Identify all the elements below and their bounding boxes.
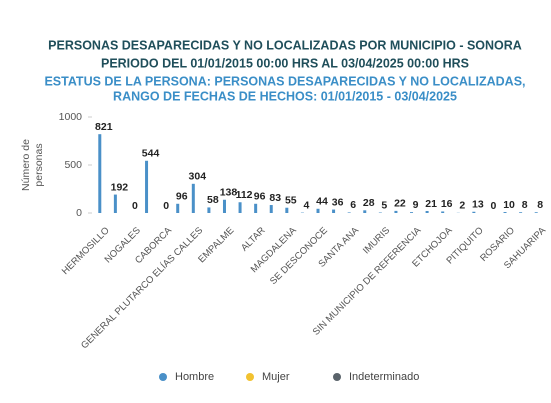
y-tick-label: 500	[64, 159, 82, 171]
bar	[98, 134, 102, 213]
legend-label: Hombre	[175, 371, 214, 383]
bar	[410, 212, 414, 213]
data-label: 96	[254, 191, 266, 203]
data-label: 96	[176, 191, 188, 203]
y-axis-label: Número de	[20, 139, 32, 191]
data-label: 44	[316, 196, 328, 208]
data-label: 21	[425, 198, 437, 210]
data-label: 0	[163, 200, 169, 212]
bar	[441, 211, 445, 213]
filter-line: ESTATUS DE LA PERSONA: PERSONAS DESAPARE…	[44, 74, 525, 88]
bar	[332, 209, 336, 213]
bar	[519, 212, 523, 213]
bar	[425, 210, 429, 213]
y-tick-label: 1000	[59, 111, 83, 123]
data-label: 36	[332, 196, 344, 208]
bar	[472, 211, 476, 213]
filter-line: RANGO DE FECHAS DE HECHOS: 01/01/2015 - …	[113, 89, 457, 103]
data-label: 22	[394, 198, 406, 210]
chart-subtitle: PERIODO DEL 01/01/2015 00:00 HRS AL 03/0…	[101, 56, 469, 70]
data-label: 0	[491, 200, 497, 212]
bar	[238, 202, 242, 213]
data-label: 821	[95, 121, 113, 133]
data-label: 5	[381, 199, 387, 211]
bar	[503, 212, 507, 213]
bar	[347, 212, 351, 213]
bar	[176, 203, 180, 213]
bar	[222, 199, 226, 213]
chart-title: PERSONAS DESAPARECIDAS Y NO LOCALIZADAS …	[48, 38, 522, 52]
legend-label: Indeterminado	[349, 371, 419, 383]
data-label: 55	[285, 195, 297, 207]
y-axis-label: personas	[33, 143, 45, 186]
data-label: 138	[220, 187, 238, 199]
y-tick-label: 0	[76, 207, 82, 219]
legend-swatch	[159, 373, 167, 381]
bar	[363, 210, 367, 213]
data-label: 58	[207, 194, 219, 206]
data-label: 2	[459, 200, 465, 212]
bar	[254, 203, 258, 213]
data-label: 8	[537, 199, 543, 211]
legend-label: Mujer	[262, 371, 290, 383]
bar	[316, 208, 320, 213]
data-label: 192	[111, 181, 129, 193]
data-label: 28	[363, 197, 375, 209]
data-label: 9	[413, 199, 419, 211]
bar	[191, 183, 195, 213]
data-label: 10	[503, 199, 515, 211]
bar	[113, 194, 117, 213]
bar	[145, 160, 149, 213]
bar	[207, 207, 211, 213]
legend-swatch	[333, 373, 341, 381]
data-label: 16	[441, 198, 453, 210]
bar	[394, 210, 398, 213]
bar	[269, 205, 273, 213]
data-label: 304	[189, 171, 207, 183]
x-tick-label: ALTAR	[239, 225, 268, 254]
bar	[285, 207, 289, 213]
data-label: 83	[269, 192, 281, 204]
data-label: 112	[236, 189, 253, 201]
data-label: 4	[303, 199, 309, 211]
bar	[534, 212, 538, 213]
data-label: 6	[350, 199, 356, 211]
x-tick-label: SE DESCONOCE	[268, 225, 330, 287]
data-label: 8	[522, 199, 528, 211]
legend-swatch	[246, 373, 254, 381]
data-label: 13	[472, 199, 484, 211]
data-label: 0	[132, 200, 138, 212]
x-tick-label: IMURIS	[361, 225, 392, 256]
data-label: 544	[142, 148, 160, 160]
x-tick-label: HERMOSILLO	[60, 225, 112, 277]
